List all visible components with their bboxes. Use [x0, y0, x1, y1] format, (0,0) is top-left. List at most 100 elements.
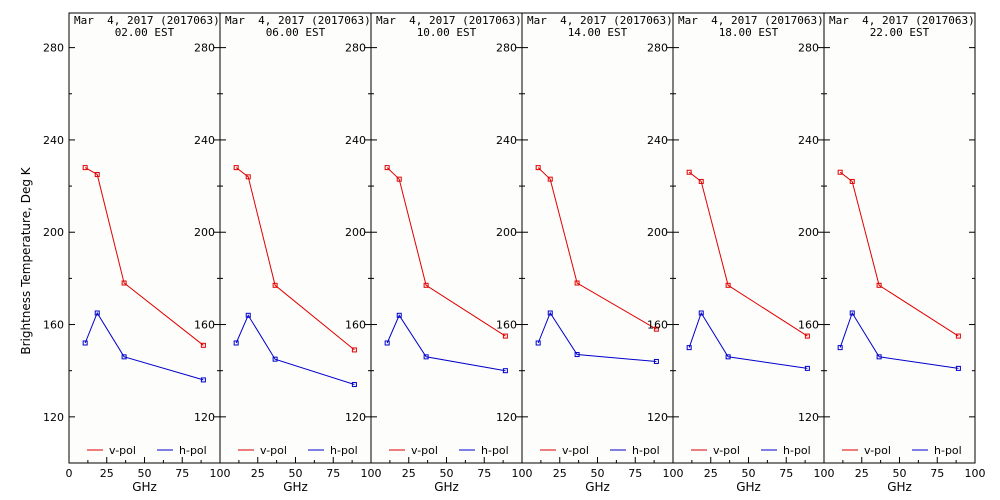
legend-label-hpol: h-pol [632, 444, 660, 457]
x-tick-label: 50 [289, 467, 303, 480]
panel-title-date: Mar 4, 2017 (2017063) [376, 14, 522, 27]
series-line-hpol [386, 314, 506, 372]
data-point-vpol [384, 165, 390, 171]
data-point-hpol [837, 345, 843, 351]
y-tick-label: 240 [43, 134, 64, 147]
x-tick-label: 25 [251, 467, 265, 480]
y-tick-label: 160 [345, 319, 366, 332]
series-line-vpol [688, 171, 808, 337]
data-point-hpol [384, 340, 390, 346]
y-tick-label: 120 [798, 411, 819, 424]
series-line-hpol [537, 311, 657, 362]
y-tick-label: 240 [647, 134, 668, 147]
data-point-hpol [686, 345, 692, 351]
data-point-vpol [725, 282, 731, 288]
x-tick-label: 50 [440, 467, 454, 480]
data-point-vpol [121, 280, 127, 286]
x-tick-label: 75 [326, 467, 340, 480]
data-point-hpol [245, 312, 251, 318]
data-point-hpol [200, 377, 206, 383]
y-tick-label: 240 [496, 134, 517, 147]
series-line-vpol [386, 167, 506, 337]
data-point-hpol [698, 310, 704, 316]
panel-title-time: 14.00 EST [568, 26, 628, 39]
x-tick-label: 25 [704, 467, 718, 480]
panel-title-date: Mar 4, 2017 (2017063) [74, 14, 220, 27]
data-point-vpol [955, 333, 961, 339]
data-point-hpol [725, 354, 731, 360]
data-point-vpol [837, 169, 843, 175]
data-point-hpol [233, 340, 239, 346]
data-point-hpol [653, 358, 659, 364]
data-point-hpol [94, 310, 100, 316]
legend-label-hpol: h-pol [934, 444, 962, 457]
chart-panel-2: Mar 4, 2017 (2017063)06.00 EST 120 160 200 2… [194, 12, 382, 494]
y-tick-label: 200 [194, 226, 215, 239]
panels-group: Mar 4, 2017 (2017063)02.00 EST1201602002… [43, 12, 986, 494]
y-tick-label: 280 [345, 42, 366, 55]
data-point-hpol [547, 310, 553, 316]
series-line-vpol [235, 167, 355, 351]
data-point-vpol [686, 169, 692, 175]
data-point-vpol [200, 342, 206, 348]
data-point-vpol [94, 172, 100, 178]
x-tick-label: 100 [663, 467, 684, 480]
y-tick-label: 280 [194, 42, 215, 55]
y-tick-label: 160 [496, 319, 517, 332]
data-point-hpol [396, 312, 402, 318]
series-line-hpol [839, 311, 959, 369]
y-tick-label: 160 [194, 319, 215, 332]
data-point-vpol [502, 333, 508, 339]
y-tick-label: 120 [647, 411, 668, 424]
data-point-vpol [396, 176, 402, 182]
chart-panel-4: Mar 4, 2017 (2017063)14.00 EST 120 160 200 2… [496, 12, 684, 494]
data-point-hpol [272, 356, 278, 362]
y-tick-label: 240 [345, 134, 366, 147]
legend-label-vpol: v-pol [411, 444, 438, 457]
y-tick-label: 280 [798, 42, 819, 55]
x-tick-label: 50 [742, 467, 756, 480]
chart-panel-6: Mar 4, 2017 (2017063)22.00 EST 120 160 200 2… [798, 12, 986, 494]
legend-label-hpol: h-pol [783, 444, 811, 457]
data-point-hpol [876, 354, 882, 360]
x-tick-label: 75 [779, 467, 793, 480]
y-tick-label: 120 [194, 411, 215, 424]
data-point-hpol [849, 310, 855, 316]
y-tick-label: 120 [496, 411, 517, 424]
data-point-vpol [547, 176, 553, 182]
x-tick-label: 75 [930, 467, 944, 480]
y-tick-label: 160 [798, 319, 819, 332]
data-point-vpol [245, 174, 251, 180]
y-tick-label: 280 [43, 42, 64, 55]
panel-title-date: Mar 4, 2017 (2017063) [829, 14, 975, 27]
data-point-hpol [502, 368, 508, 374]
x-axis-title: GHz [585, 480, 610, 494]
x-tick-label: 25 [402, 467, 416, 480]
plot-frame [521, 12, 674, 464]
data-point-vpol [82, 165, 88, 171]
x-axis-title: GHz [887, 480, 912, 494]
legend-label-hpol: h-pol [330, 444, 358, 457]
x-tick-label: 100 [361, 467, 382, 480]
x-axis-title: GHz [132, 480, 157, 494]
data-point-vpol [272, 282, 278, 288]
series-line-vpol [839, 171, 959, 337]
x-tick-label: 50 [893, 467, 907, 480]
data-point-vpol [574, 280, 580, 286]
x-axis-title: GHz [736, 480, 761, 494]
x-tick-label: 100 [965, 467, 986, 480]
y-tick-label: 160 [43, 319, 64, 332]
x-tick-label: 75 [477, 467, 491, 480]
data-point-hpol [955, 365, 961, 371]
legend-label-vpol: v-pol [864, 444, 891, 457]
x-tick-label: 25 [855, 467, 869, 480]
data-point-vpol [849, 178, 855, 184]
y-tick-label: 120 [345, 411, 366, 424]
panel-title-time: 22.00 EST [870, 26, 930, 39]
y-tick-label: 280 [496, 42, 517, 55]
x-tick-label: 100 [814, 467, 835, 480]
data-point-hpol [804, 365, 810, 371]
y-tick-label: 120 [43, 411, 64, 424]
panel-title-time: 10.00 EST [417, 26, 477, 39]
